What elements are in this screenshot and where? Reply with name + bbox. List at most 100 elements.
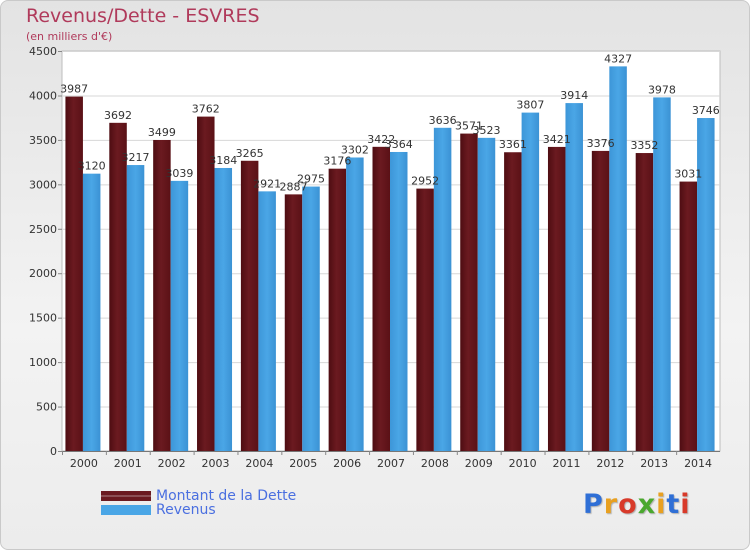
data-label: 2975 bbox=[297, 173, 325, 186]
data-label: 3302 bbox=[341, 143, 369, 156]
x-tick-label: 2007 bbox=[377, 457, 405, 470]
debt-bar bbox=[65, 96, 83, 451]
y-tick-label: 2500 bbox=[29, 223, 57, 236]
y-tick-label: 1500 bbox=[29, 312, 57, 325]
x-tick-label: 2013 bbox=[640, 457, 668, 470]
data-label: 3421 bbox=[543, 133, 571, 146]
revenue-bar bbox=[82, 173, 101, 451]
data-label: 3176 bbox=[323, 155, 351, 168]
data-label: 3762 bbox=[192, 103, 220, 116]
data-label: 3039 bbox=[165, 167, 193, 180]
y-tick-label: 3500 bbox=[29, 134, 57, 147]
y-tick-label: 500 bbox=[36, 401, 57, 414]
data-label: 3987 bbox=[60, 83, 88, 96]
data-label: 3692 bbox=[104, 109, 132, 122]
legend-item-revenue: Revenus bbox=[101, 502, 216, 518]
revenue-bar bbox=[521, 112, 540, 451]
debt-bar bbox=[284, 194, 303, 451]
logo-letter: o bbox=[618, 489, 638, 520]
logo-letter: i bbox=[680, 489, 691, 520]
chart-subtitle: (en milliers d'€) bbox=[26, 30, 113, 43]
x-tick-label: 2011 bbox=[552, 457, 580, 470]
logo-letter: t bbox=[666, 489, 681, 520]
revenue-bar bbox=[609, 66, 627, 451]
x-tick-label: 2005 bbox=[289, 457, 317, 470]
data-label: 3031 bbox=[674, 168, 702, 181]
revenue-bar bbox=[433, 127, 452, 452]
data-label: 3807 bbox=[516, 99, 544, 112]
data-label: 3978 bbox=[648, 83, 676, 96]
chart-title: Revenus/Dette - ESVRES bbox=[26, 5, 260, 27]
revenue-bar bbox=[170, 180, 189, 451]
y-tick-label: 2000 bbox=[29, 267, 57, 280]
x-tick-label: 2001 bbox=[114, 457, 142, 470]
revenue-bar bbox=[653, 97, 671, 452]
data-label: 3499 bbox=[148, 126, 176, 139]
data-label: 3746 bbox=[692, 104, 720, 117]
legend-swatch-revenue bbox=[101, 505, 151, 515]
debt-bar bbox=[109, 122, 127, 452]
x-tick-label: 2004 bbox=[245, 457, 273, 470]
data-label: 3571 bbox=[455, 120, 483, 133]
y-tick-label: 4500 bbox=[29, 45, 57, 58]
revenue-bar bbox=[258, 191, 276, 451]
revenue-bar bbox=[390, 151, 408, 451]
revenue-bar bbox=[565, 103, 583, 451]
x-tick-label: 2002 bbox=[158, 457, 186, 470]
data-label: 4327 bbox=[604, 52, 632, 65]
data-label: 2887 bbox=[280, 180, 308, 193]
revenue-bar bbox=[477, 137, 496, 451]
data-label: 3636 bbox=[429, 114, 457, 127]
debt-bar bbox=[416, 188, 434, 451]
logo-letter: x bbox=[637, 489, 657, 520]
data-label: 3523 bbox=[472, 124, 500, 137]
data-label: 3265 bbox=[236, 147, 264, 160]
legend-label-revenue: Revenus bbox=[156, 502, 216, 518]
revenue-bar bbox=[346, 157, 364, 451]
x-tick-label: 2006 bbox=[333, 457, 361, 470]
proxiti-logo: Proxiti bbox=[583, 489, 691, 520]
y-tick-label: 1000 bbox=[29, 356, 57, 369]
y-tick-label: 3000 bbox=[29, 178, 57, 191]
debt-bar bbox=[547, 146, 566, 451]
debt-bar bbox=[679, 181, 698, 452]
x-tick-label: 2009 bbox=[465, 457, 493, 470]
x-tick-label: 2010 bbox=[509, 457, 537, 470]
debt-bar bbox=[591, 150, 610, 451]
data-label: 3184 bbox=[209, 154, 237, 167]
y-tick-label: 4000 bbox=[29, 89, 57, 102]
debt-bar bbox=[197, 116, 215, 451]
y-tick-label: 0 bbox=[50, 445, 57, 458]
data-label: 3217 bbox=[122, 151, 150, 164]
legend-label-debt: Montant de la Dette bbox=[156, 488, 297, 504]
data-label: 3352 bbox=[630, 139, 658, 152]
data-label: 3364 bbox=[385, 138, 413, 151]
revenue-bar bbox=[214, 167, 233, 451]
debt-bar bbox=[504, 152, 522, 451]
debt-bar bbox=[328, 168, 347, 451]
data-label: 2952 bbox=[411, 175, 439, 188]
revenue-bar bbox=[126, 165, 145, 452]
x-tick-label: 2012 bbox=[596, 457, 624, 470]
legend-item-debt: Montant de la Dette bbox=[101, 488, 297, 504]
debt-bar bbox=[372, 146, 390, 452]
data-label: 3422 bbox=[367, 133, 395, 146]
legend-swatch-debt bbox=[101, 491, 151, 501]
debt-bar bbox=[635, 153, 654, 452]
x-tick-label: 2014 bbox=[684, 457, 712, 470]
x-tick-label: 2000 bbox=[70, 457, 98, 470]
logo-letter: i bbox=[656, 489, 667, 520]
data-label: 2921 bbox=[253, 177, 281, 190]
data-label: 3361 bbox=[499, 138, 527, 151]
debt-bar bbox=[460, 133, 478, 452]
data-label: 3376 bbox=[587, 137, 615, 150]
data-label: 3914 bbox=[560, 89, 588, 102]
debt-bar bbox=[153, 139, 171, 451]
x-tick-label: 2003 bbox=[202, 457, 230, 470]
data-label: 3120 bbox=[78, 160, 106, 173]
revenue-bar bbox=[302, 186, 320, 452]
logo-letter: P bbox=[583, 489, 604, 520]
logo-letter: r bbox=[603, 489, 619, 520]
